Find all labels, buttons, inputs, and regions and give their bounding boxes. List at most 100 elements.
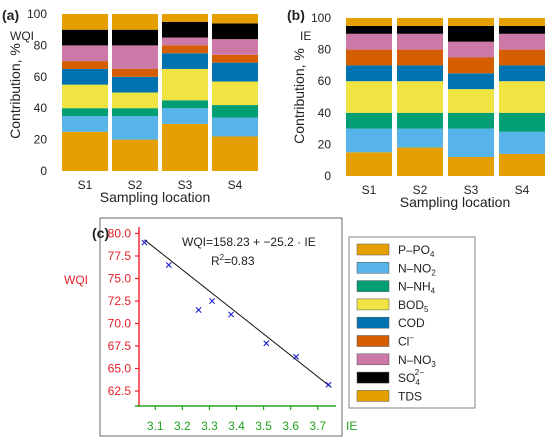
b-bar-s1-n_nh4 <box>346 112 392 129</box>
a-bar-s4-cod <box>212 62 258 82</box>
b-xtick-s4: S4 <box>515 183 530 197</box>
panel-c-fit-line <box>144 239 332 388</box>
panel-c-xtick-6: 3.7 <box>309 419 326 433</box>
b-bar-s1-cod <box>346 65 392 82</box>
a-bar-s3-n_nh4 <box>162 100 208 109</box>
b-bar-s3-p_po4 <box>448 157 494 176</box>
a-bar-s4-p_po4 <box>212 136 258 171</box>
a-bar-s2-n_no3 <box>112 45 158 69</box>
panel-c-xtick-0: 3.1 <box>147 419 164 433</box>
panel-c: (c) WQI IE WQI=158.23 + −25.2 · IE R2=0.… <box>64 217 357 437</box>
a-bar-s3-p_po4 <box>162 123 208 171</box>
panel-a-index-label: WQI <box>10 29 34 43</box>
panel-a-y-ticks: 0 20 40 60 80 100 <box>27 7 47 178</box>
a-bar-s4-n_no2 <box>212 117 258 137</box>
a-bar-s1-bod5 <box>62 84 108 109</box>
a-bar-s3-n_no2 <box>162 108 208 124</box>
a-bar-s4-bod5 <box>212 81 258 106</box>
legend-label-n-no2: N–NO2 <box>398 261 436 277</box>
a-bar-s1-tds <box>62 14 108 30</box>
b-bar-s2-n_no3 <box>397 33 443 50</box>
a-bar-s3-tds <box>162 14 208 22</box>
a-ytick-20: 20 <box>34 133 48 147</box>
panel-b-y-ticks: 0 20 40 60 80 100 <box>311 11 331 183</box>
legend-item-tds: TDS <box>356 389 422 403</box>
legend-swatch-n-no3 <box>356 353 390 366</box>
panel-c-xtick-4: 3.5 <box>255 419 272 433</box>
b-xtick-s3: S3 <box>464 183 479 197</box>
a-bar-s2-so4 <box>112 29 158 46</box>
panel-a-x-ticks: S1 S2 S3 S4 <box>78 178 243 192</box>
panel-c-ytick-0: 62.5 <box>108 384 132 398</box>
legend-item-cod: COD <box>356 316 425 330</box>
b-bar-s1-p_po4 <box>346 152 392 176</box>
b-bar-s1-n_no2 <box>346 128 392 153</box>
legend-swatch-n-nh4 <box>356 280 390 292</box>
a-ytick-60: 60 <box>34 70 48 84</box>
b-bar-s2-bod5 <box>397 81 443 113</box>
panel-c-xtick-2: 3.3 <box>201 419 218 433</box>
b-bar-s4-n_no2 <box>499 131 545 154</box>
panel-c-ytick-5: 75.0 <box>108 272 132 286</box>
a-ytick-40: 40 <box>34 101 48 115</box>
b-bar-s4-bod5 <box>499 81 545 113</box>
legend-item-n-no2: N–NO2 <box>356 261 436 277</box>
a-bar-s4-n_nh4 <box>212 105 258 118</box>
panel-c-r2-prefix: R <box>211 254 220 268</box>
b-bar-s2-so4 <box>397 25 443 34</box>
a-bar-s2-cod <box>112 76 158 93</box>
b-bar-s4-n_no3 <box>499 33 545 50</box>
b-bar-s3-so4 <box>448 25 494 42</box>
a-ytick-80: 80 <box>34 38 48 52</box>
b-bar-s2-cl <box>397 49 443 66</box>
a-xtick-s1: S1 <box>78 178 93 192</box>
a-bar-s1-p_po4 <box>62 131 108 171</box>
a-bar-s1-so4 <box>62 29 108 46</box>
panel-c-r2: R2=0.83 <box>211 253 255 268</box>
b-bar-s3-cl <box>448 57 494 74</box>
b-xtick-s1: S1 <box>362 183 377 197</box>
b-bar-s3-bod5 <box>448 89 494 113</box>
legend-swatch-tds <box>356 390 390 402</box>
a-xtick-s3: S3 <box>178 178 193 192</box>
legend-item-cl: Cl− <box>356 334 414 349</box>
panel-c-ytick-2: 67.5 <box>108 339 132 353</box>
panel-c-point-5 <box>263 340 270 347</box>
legend-label-cod: COD <box>398 316 425 330</box>
panel-c-point-3 <box>209 298 216 304</box>
b-bar-s2-tds <box>397 18 443 26</box>
a-bar-s4-n_no3 <box>212 39 258 55</box>
b-bar-s4-n_nh4 <box>499 112 545 132</box>
panel-c-point-1 <box>165 262 172 268</box>
panel-c-ytick-3: 70.0 <box>108 317 132 331</box>
legend-item-p-po4: P–PO4 <box>356 243 435 259</box>
panel-c-points <box>141 239 332 388</box>
panel-c-r2-value: =0.83 <box>224 254 255 268</box>
b-bar-s1-cl <box>346 49 392 66</box>
a-bar-s4-so4 <box>212 23 258 40</box>
legend-swatch-p-po4 <box>356 243 390 256</box>
b-bar-s2-p_po4 <box>397 147 443 176</box>
a-bar-s1-n_no2 <box>62 116 108 132</box>
panel-c-label: (c) <box>92 225 109 241</box>
a-bar-s4-cl <box>212 54 258 63</box>
b-bar-s2-cod <box>397 65 443 82</box>
a-ytick-100: 100 <box>27 7 47 21</box>
a-bar-s3-so4 <box>162 21 208 38</box>
panel-c-axes: 62.5 65.0 67.5 70.0 72.5 75.0 77.5 80.0 3.1 3.2 3.… <box>108 227 336 433</box>
b-ytick-0: 0 <box>324 169 331 183</box>
panel-b-bars <box>346 18 545 176</box>
b-bar-s3-n_no2 <box>448 128 494 158</box>
b-bar-s4-cl <box>499 49 545 66</box>
b-ytick-20: 20 <box>318 137 332 151</box>
b-bar-s1-so4 <box>346 25 392 34</box>
a-bar-s2-bod5 <box>112 92 158 109</box>
panel-c-frame <box>99 217 343 437</box>
b-bar-s2-n_no2 <box>397 128 443 148</box>
panel-a-bars <box>62 14 258 171</box>
b-bar-s4-cod <box>499 65 545 82</box>
panel-c-regression-line <box>144 239 332 388</box>
